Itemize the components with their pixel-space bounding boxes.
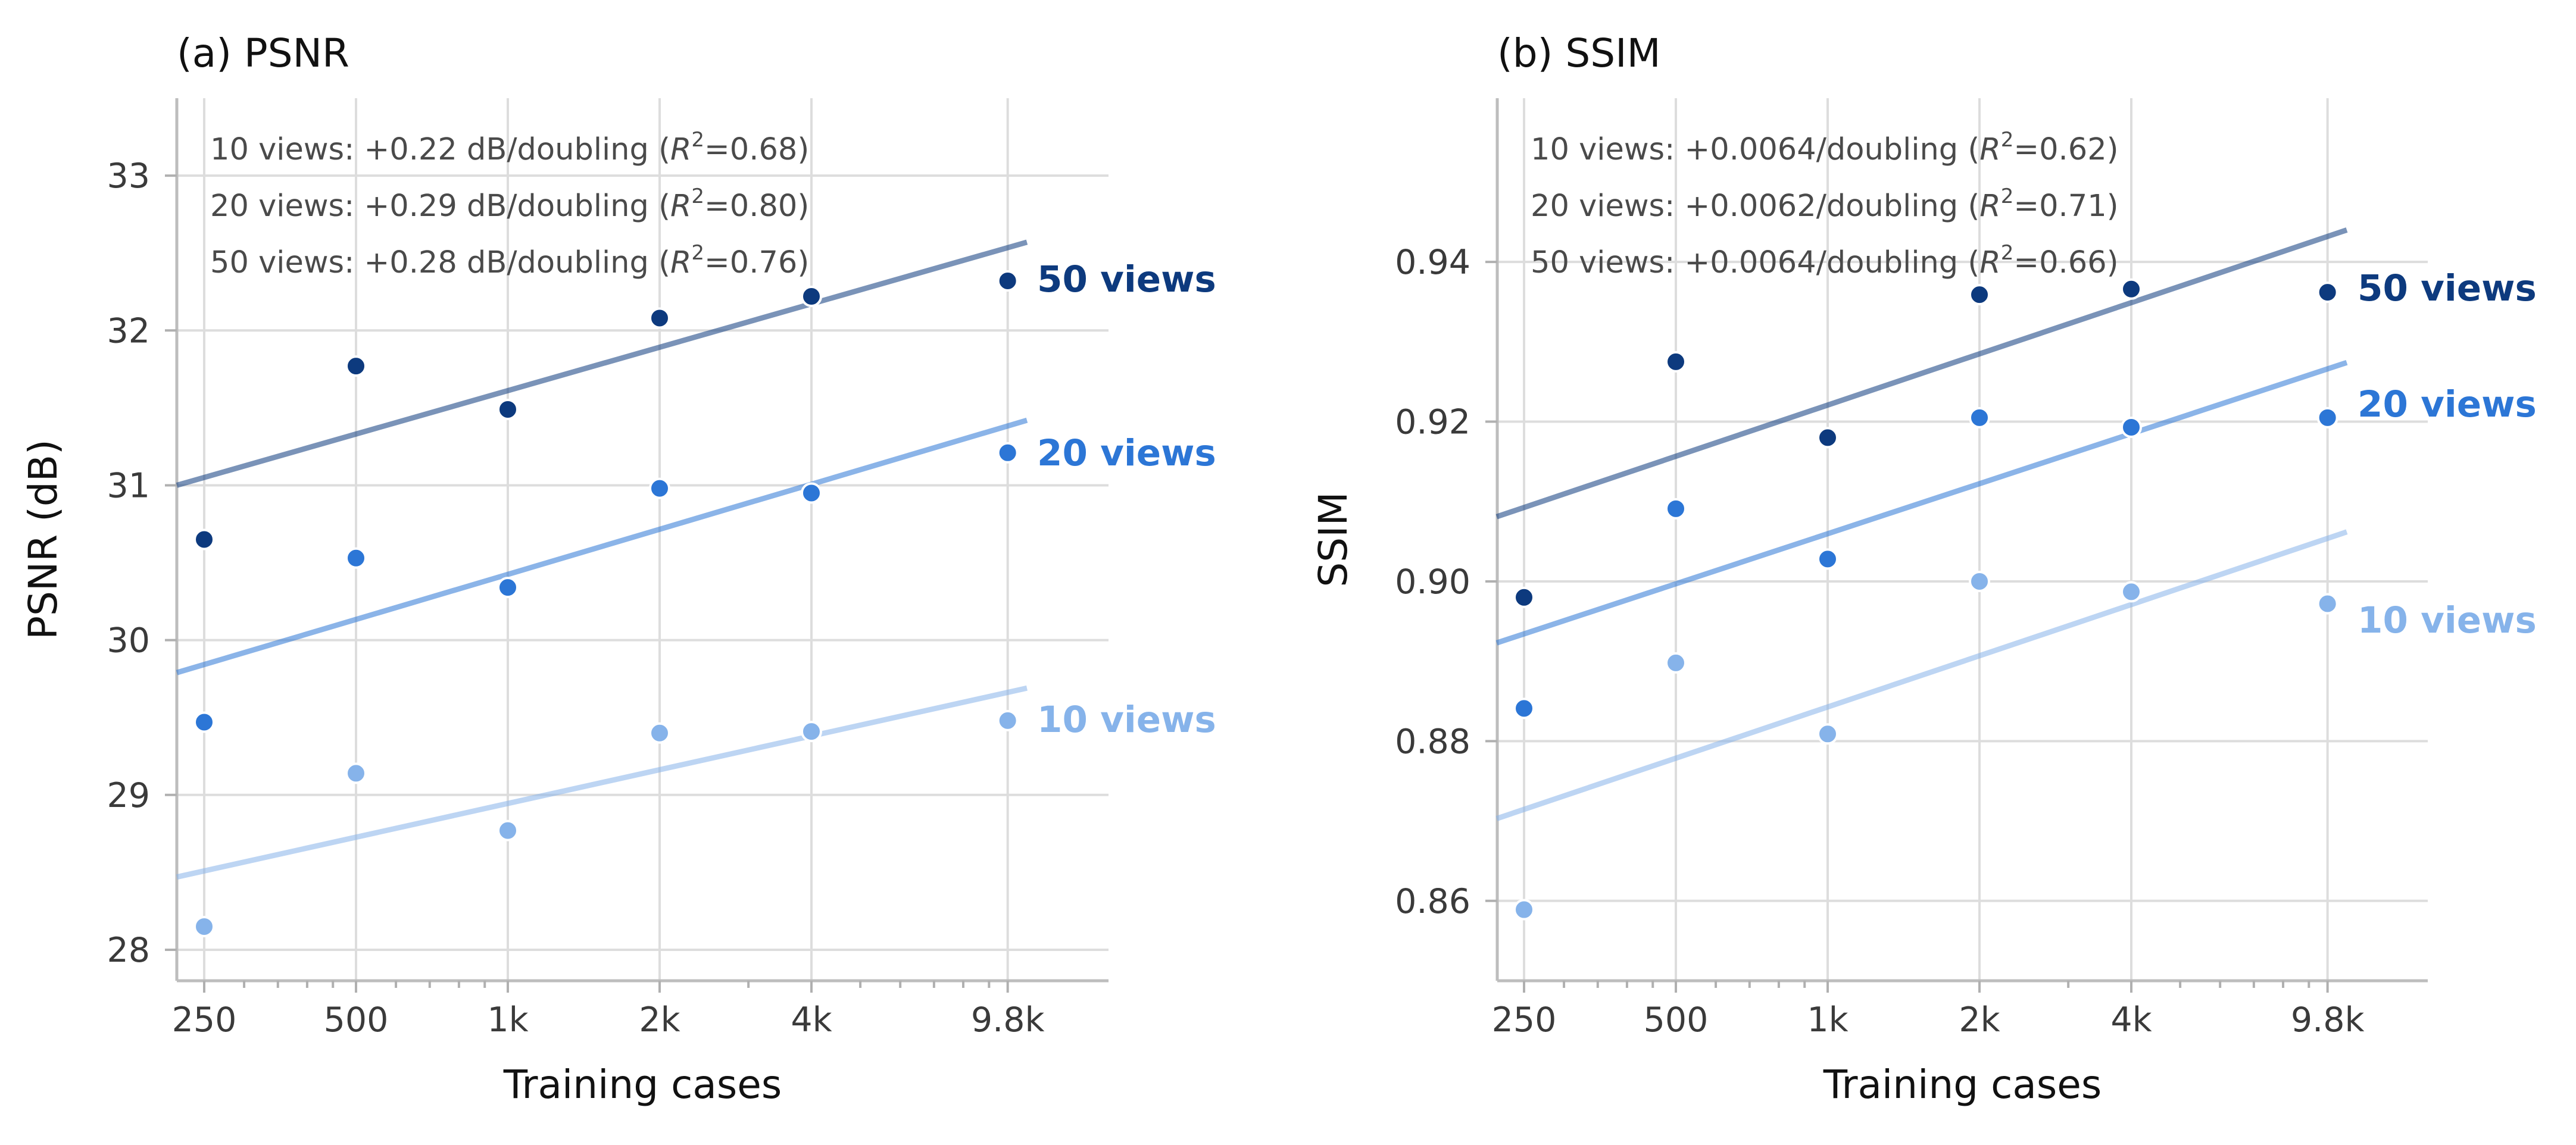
y-tick-label: 0.90 xyxy=(1395,562,1470,602)
x-tick-label: 500 xyxy=(324,1000,389,1040)
x-tick-label: 500 xyxy=(1644,1000,1709,1040)
data-point xyxy=(1817,427,1838,449)
fit-line xyxy=(176,685,1028,880)
data-point xyxy=(997,270,1019,292)
data-point xyxy=(497,398,519,420)
series-label: 20 views xyxy=(2358,383,2537,426)
y-tick-label: 0.92 xyxy=(1395,403,1470,442)
data-point xyxy=(997,709,1019,731)
data-point xyxy=(2121,581,2142,603)
y-tick-label: 0.94 xyxy=(1395,243,1470,282)
y-tick-label: 0.86 xyxy=(1395,882,1470,921)
data-point xyxy=(649,477,670,499)
fit-annotation: 10 views: +0.22 dB/doubling (R2=0.68) xyxy=(210,128,809,167)
data-point xyxy=(2121,416,2142,438)
x-tick-label: 9.8k xyxy=(2291,1000,2365,1040)
data-point xyxy=(997,442,1019,464)
data-point xyxy=(2316,406,2338,428)
data-point xyxy=(801,721,822,743)
data-point xyxy=(1513,586,1535,608)
data-point xyxy=(1665,498,1687,520)
fit-line xyxy=(176,417,1028,675)
data-point xyxy=(497,577,519,599)
y-tick-label: 32 xyxy=(107,311,150,351)
y-axis-label: PSNR (dB) xyxy=(20,439,66,640)
x-tick-label: 4k xyxy=(2110,1000,2152,1040)
data-point xyxy=(649,722,670,744)
fit-annotation: 20 views: +0.0062/doubling (R2=0.71) xyxy=(1531,184,2119,224)
data-point xyxy=(1665,652,1687,674)
panel-title: (b) SSIM xyxy=(1497,30,1661,76)
fit-line xyxy=(1495,359,2348,646)
psnr-panel: 250 500 1k 2k 4k 9.8k 28 29 30 31 32 33 (a) PSNR Trai… xyxy=(20,30,1216,1108)
data-point xyxy=(801,482,822,504)
data-point xyxy=(193,915,215,937)
data-point xyxy=(345,547,367,569)
fit-annotation: 20 views: +0.29 dB/doubling (R2=0.80) xyxy=(210,184,809,224)
ssim-panel: 250 500 1k 2k 4k 9.8k 0.86 0.88 0.90 0.92 0.94 (b) … xyxy=(1310,30,2537,1108)
y-tick-label: 28 xyxy=(107,931,150,970)
data-point xyxy=(1513,697,1535,719)
data-point xyxy=(2316,593,2338,615)
data-point xyxy=(1513,899,1535,921)
data-point xyxy=(649,307,670,329)
series-label: 20 views xyxy=(1037,432,1216,474)
series-label: 50 views xyxy=(1037,258,1216,301)
data-point xyxy=(1817,548,1838,570)
data-point xyxy=(1969,284,1990,306)
data-point xyxy=(345,355,367,377)
data-point xyxy=(193,711,215,733)
data-point xyxy=(497,819,519,841)
fit-line xyxy=(1495,227,2348,520)
x-tick-label: 1k xyxy=(1807,1000,1848,1040)
series-label: 10 views xyxy=(1037,699,1216,741)
fit-line xyxy=(1495,529,2348,821)
data-point xyxy=(2316,281,2338,304)
fit-annotation: 10 views: +0.0064/doubling (R2=0.62) xyxy=(1531,128,2119,167)
series-label: 50 views xyxy=(2358,267,2537,309)
x-tick-label: 9.8k xyxy=(971,1000,1045,1040)
data-point xyxy=(1969,406,1990,428)
data-point xyxy=(2121,278,2142,300)
y-tick-label: 30 xyxy=(107,621,150,661)
x-tick-label: 250 xyxy=(1492,1000,1557,1040)
data-point xyxy=(801,286,822,308)
y-tick-label: 29 xyxy=(107,776,150,815)
series-label: 10 views xyxy=(2358,599,2537,642)
y-tick-label: 0.88 xyxy=(1395,722,1470,761)
y-tick-label: 33 xyxy=(107,157,150,196)
data-point xyxy=(1665,351,1687,373)
panel-title: (a) PSNR xyxy=(177,30,349,76)
data-point xyxy=(1969,570,1990,592)
y-tick-label: 31 xyxy=(107,466,150,505)
x-tick-label: 4k xyxy=(791,1000,832,1040)
x-axis-label: Training cases xyxy=(503,1062,782,1108)
fit-annotation: 50 views: +0.28 dB/doubling (R2=0.76) xyxy=(210,241,809,280)
x-tick-label: 2k xyxy=(1959,1000,2000,1040)
fit-line xyxy=(176,239,1028,488)
data-point xyxy=(1817,723,1838,745)
data-point xyxy=(345,762,367,784)
x-tick-label: 1k xyxy=(487,1000,528,1040)
x-tick-label: 2k xyxy=(639,1000,680,1040)
x-tick-label: 250 xyxy=(172,1000,237,1040)
x-axis-label: Training cases xyxy=(1823,1062,2102,1108)
y-axis-label: SSIM xyxy=(1310,492,1356,587)
fit-annotation: 50 views: +0.0064/doubling (R2=0.66) xyxy=(1531,241,2119,280)
data-point xyxy=(193,528,215,550)
